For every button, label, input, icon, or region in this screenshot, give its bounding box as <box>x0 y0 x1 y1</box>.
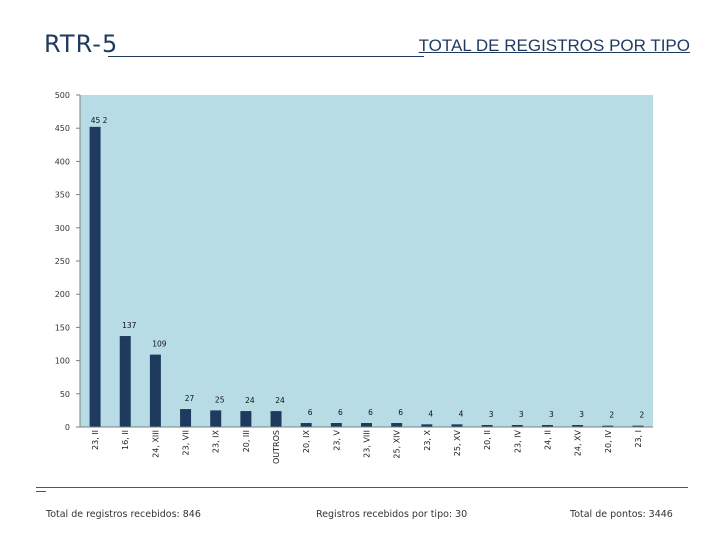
bar <box>511 425 523 427</box>
y-tick-label: 0 <box>65 423 70 432</box>
y-tick-label: 200 <box>55 290 70 299</box>
x-tick-label: 20, IV <box>604 429 613 453</box>
y-tick-label: 500 <box>55 91 70 100</box>
y-tick-label: 150 <box>55 323 70 332</box>
data-label: 6 <box>368 408 373 417</box>
x-tick-label: 25, XIV <box>393 429 402 458</box>
data-label: 2 <box>609 411 614 420</box>
bar <box>602 425 614 427</box>
x-tick-label: 24, XV <box>574 429 583 456</box>
x-tick-label: 23, IX <box>212 429 221 453</box>
bar <box>421 424 433 427</box>
data-label: 4 <box>428 409 433 418</box>
x-tick-label: OUTROS <box>272 430 281 464</box>
data-label: 6 <box>308 408 313 417</box>
total-points-label: Total de pontos: 3446 <box>570 509 673 520</box>
x-tick-label: 23, VII <box>182 430 191 455</box>
x-tick-label: 20, IX <box>302 429 311 453</box>
bar <box>361 423 372 427</box>
x-tick-label: 23, IV <box>513 429 522 453</box>
bar <box>119 336 131 427</box>
data-label: 24 <box>275 396 285 405</box>
bar <box>391 423 403 427</box>
bar <box>300 423 312 427</box>
page-code: RTR-5 <box>44 30 119 58</box>
y-tick-label: 50 <box>60 390 70 399</box>
data-label: 6 <box>398 408 403 417</box>
bar <box>481 425 493 427</box>
bar <box>572 425 584 427</box>
bars <box>89 126 644 427</box>
x-tick-label: 23, I <box>634 430 643 448</box>
data-label: 4 <box>459 409 464 418</box>
data-label: 137 <box>122 321 137 330</box>
bar <box>270 411 282 427</box>
bar <box>632 425 644 427</box>
data-label: 3 <box>579 410 584 419</box>
bar <box>451 424 463 427</box>
total-records-label: Total de registros recebidos: 846 <box>46 509 201 520</box>
y-tick-label: 250 <box>55 257 70 266</box>
footer-dash <box>36 491 46 492</box>
x-tick-label: 23, VIII <box>363 430 372 458</box>
title-underline <box>108 56 424 57</box>
x-tick-label: 20, III <box>242 430 251 452</box>
data-label: 25 <box>215 395 225 404</box>
y-axis: 0 50 100 150 200 250 300 350 400 450 500 <box>55 91 81 432</box>
records-per-type-label: Registros recebidos por tipo: 30 <box>316 509 468 520</box>
x-tick-label: 24, XIII <box>151 430 160 458</box>
data-label: 3 <box>549 410 554 419</box>
bar <box>541 425 553 427</box>
data-label: 3 <box>489 410 494 419</box>
y-tick-label: 450 <box>55 124 70 133</box>
bar <box>330 423 342 427</box>
footer-divider <box>36 487 688 488</box>
y-tick-label: 100 <box>55 357 70 366</box>
data-labels: 45 2 137 109 27 25 24 24 6 6 6 6 4 4 3 3 3 3 2 2 <box>91 116 645 420</box>
x-tick-label: 23, X <box>423 429 432 450</box>
x-tick-label: 23, II <box>91 430 100 450</box>
data-label: 6 <box>338 408 343 417</box>
x-tick-label: 20, II <box>483 430 492 450</box>
data-label: 27 <box>185 394 195 403</box>
x-tick-label: 23, V <box>332 429 341 450</box>
bar <box>180 409 192 427</box>
data-label: 24 <box>245 396 255 405</box>
bar <box>149 354 161 427</box>
bar <box>89 126 101 427</box>
y-tick-label: 400 <box>55 157 70 166</box>
chart-title: TOTAL DE REGISTROS POR TIPO <box>418 36 690 55</box>
data-label: 109 <box>152 340 167 349</box>
bar <box>240 411 252 427</box>
data-label: 2 <box>640 411 645 420</box>
data-label: 3 <box>519 410 524 419</box>
y-tick-label: 300 <box>55 224 70 233</box>
data-label: 45 2 <box>91 116 108 125</box>
x-tick-label: 24, II <box>543 430 552 450</box>
bar <box>210 410 222 427</box>
x-tick-label: 16, II <box>121 430 130 450</box>
y-tick-label: 350 <box>55 191 70 200</box>
bar-chart: 0 50 100 150 200 250 300 350 400 450 500 45 2 137 10… <box>55 91 653 464</box>
x-tick-label: 25, XV <box>453 429 462 456</box>
plot-area <box>80 95 653 427</box>
x-axis: 23, II 16, II 24, XIII 23, VII 23, IX 20, III… <box>80 426 653 464</box>
